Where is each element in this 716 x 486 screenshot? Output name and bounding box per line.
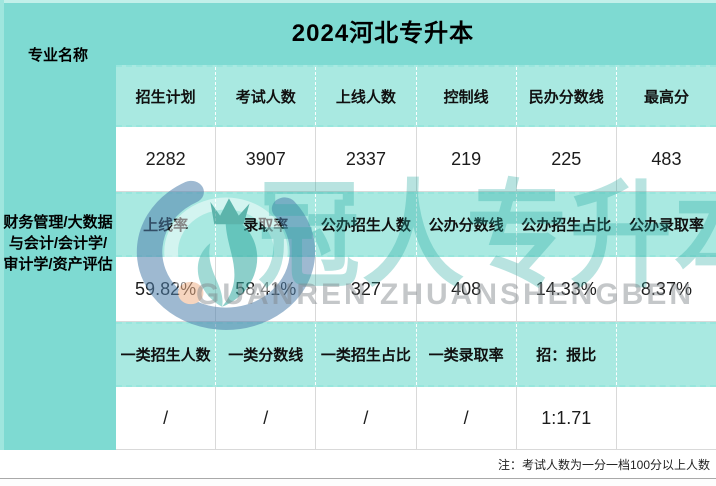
data-cell: / bbox=[116, 387, 216, 450]
stats-table: 招生计划 考试人数 上线人数 控制线 民办分数线 最高分 2282 3907 2… bbox=[116, 65, 716, 450]
footnote-bar: 注：考试人数为一分一档100分以上人数 bbox=[0, 450, 716, 478]
data-cell: / bbox=[315, 387, 416, 450]
header-cell: 一类分数线 bbox=[215, 324, 315, 385]
header-cell: 民办分数线 bbox=[515, 67, 616, 125]
header-cell: 招生计划 bbox=[135, 88, 196, 106]
data-cell: 483 bbox=[615, 127, 716, 192]
table-data-row: / / / / 1:1.71 bbox=[116, 387, 716, 450]
header-cell: 控制线 bbox=[415, 67, 516, 125]
major-name: 财务管理/大数据与会计/会计学/审计学/资产评估 bbox=[3, 214, 113, 273]
data-cell: 58.41% bbox=[215, 257, 316, 322]
data-cell: 225 bbox=[515, 127, 616, 192]
data-cell: / bbox=[415, 387, 516, 450]
top-edge-strip bbox=[0, 0, 716, 3]
table-header-row: 上线率 录取率 公办招生人数 公办分数线 公办招生占比 公办录取率 bbox=[116, 192, 716, 257]
left-edge-strip bbox=[0, 0, 4, 450]
data-cell: / bbox=[215, 387, 316, 450]
data-cell: 2337 bbox=[315, 127, 416, 192]
header-cell: 录取率 bbox=[215, 194, 315, 255]
table-data-row: 59.82% 58.41% 327 408 14.33% 8.37% bbox=[116, 257, 716, 322]
header-cell: 公办录取率 bbox=[615, 194, 716, 255]
data-cell: 3907 bbox=[215, 127, 316, 192]
table-header-row: 一类招生人数 一类分数线 一类招生占比 一类录取率 招：报比 bbox=[116, 322, 716, 387]
page-title: 2024河北专升本 bbox=[291, 20, 475, 47]
header-cell: 公办分数线 bbox=[415, 194, 516, 255]
header-cell: 考试人数 bbox=[215, 67, 315, 125]
header-cell: 最高分 bbox=[615, 67, 716, 125]
data-cell bbox=[615, 387, 716, 450]
data-cell: 2282 bbox=[116, 127, 216, 192]
data-cell: 219 bbox=[415, 127, 516, 192]
data-cell: 1:1.71 bbox=[515, 387, 616, 450]
header-cell: 一类录取率 bbox=[415, 324, 516, 385]
bottom-divider bbox=[0, 478, 716, 479]
header-cell: 招：报比 bbox=[515, 324, 616, 385]
header-cell: 公办招生人数 bbox=[315, 194, 415, 255]
data-cell: 327 bbox=[315, 257, 416, 322]
footnote-text: 注：考试人数为一分一档100分以上人数 bbox=[497, 457, 710, 472]
major-column-label: 专业名称 bbox=[27, 47, 88, 64]
header-cell: 上线率 bbox=[143, 217, 189, 234]
table-data-row: 2282 3907 2337 219 225 483 bbox=[116, 127, 716, 192]
data-cell: 408 bbox=[415, 257, 516, 322]
table-header-row: 招生计划 考试人数 上线人数 控制线 民办分数线 最高分 bbox=[116, 65, 716, 127]
header-cell: 一类招生人数 bbox=[120, 347, 211, 364]
bottom-strip bbox=[0, 479, 716, 486]
data-cell: 8.37% bbox=[615, 257, 716, 322]
header-cell: 上线人数 bbox=[315, 67, 415, 125]
data-cell: 59.82% bbox=[116, 257, 216, 322]
data-cell: 14.33% bbox=[515, 257, 616, 322]
header-cell: 公办招生占比 bbox=[515, 194, 616, 255]
header-cell bbox=[615, 324, 716, 385]
header-cell: 一类招生占比 bbox=[315, 324, 415, 385]
